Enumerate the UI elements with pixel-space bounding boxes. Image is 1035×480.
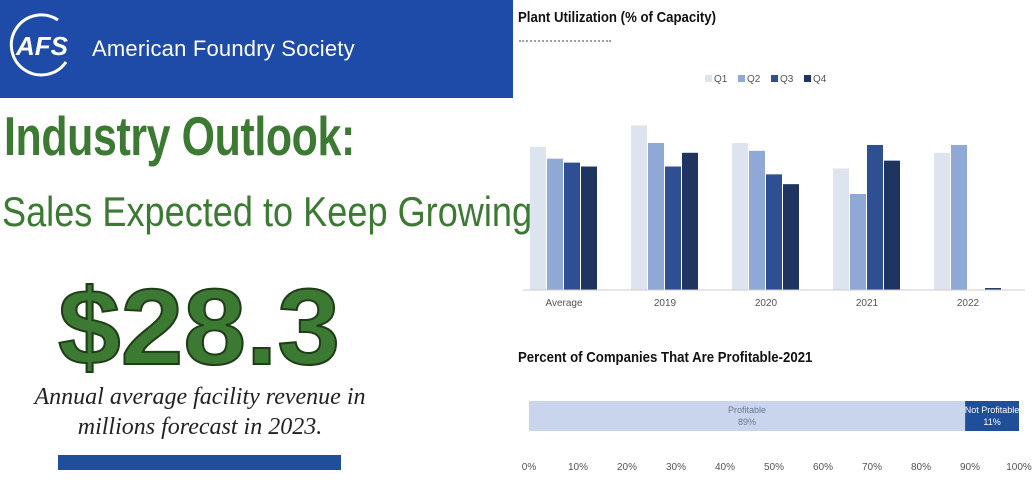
bar-2022-q1 [934,152,950,290]
org-name: American Foundry Society [92,36,355,61]
legend-label-q3: Q3 [780,74,794,85]
revenue-caption: Annual average facility revenue in milli… [0,382,400,442]
utilization-legend: Q1 Q2 Q3 Q4 [705,74,827,85]
revenue-caption-line2: millions forecast in 2023. [77,414,323,440]
logo-text: AFS [15,31,69,61]
profit-chart-title: Percent of Companies That Are Profitable… [518,349,813,366]
x-label-2022: 2022 [957,298,980,309]
bar-average-q3 [564,162,580,290]
bar-2021-q4 [884,160,900,290]
bar-2019-q1 [631,125,647,290]
bar-2019-q3 [665,166,681,290]
segment-profitable [529,401,966,431]
revenue-value-text: $28.3 [58,266,340,384]
afs-logo-icon: AFS [9,13,69,77]
utilization-x-labels: Average 2019 2020 2021 2022 [545,298,979,309]
profit-bars: Profitable 89% Not Profitable 11% [529,401,1019,431]
tick-60: 60% [813,462,833,473]
tick-50: 50% [764,462,784,473]
utilization-bars [530,125,1001,290]
tick-40: 40% [715,462,735,473]
afs-banner: AFS American Foundry Society [0,0,513,98]
bar-2021-q3 [867,144,883,290]
legend-swatch-q3 [771,75,778,82]
utilization-chart: Q1 Q2 Q3 Q4 Average 2019 2020 2021 2022 [523,74,1025,309]
x-label-average: Average [545,298,583,309]
bar-2020-q4 [783,184,799,290]
bar-2019-q2 [648,143,664,290]
bar-2019-q4 [682,152,698,290]
bar-2021-q2 [850,193,866,290]
tick-10: 10% [568,462,588,473]
tick-0: 0% [522,462,537,473]
tick-30: 30% [666,462,686,473]
headline: Industry Outlook: [4,105,355,167]
bar-average-q4 [581,166,597,290]
bar-2022-q2 [951,144,967,290]
revenue-caption-line1: Annual average facility revenue in [34,384,366,410]
tick-100: 100% [1006,462,1032,473]
x-label-2020: 2020 [755,298,778,309]
segment-name-not-profitable: Not Profitable [965,405,1020,415]
bar-average-q2 [547,158,563,290]
tick-20: 20% [617,462,637,473]
profit-x-ticks: 0% 10% 20% 30% 40% 50% 60% 70% 80% 90% 100% [522,462,1032,473]
x-label-2021: 2021 [856,298,879,309]
bar-2020-q1 [732,143,748,290]
bar-2020-q3 [766,174,782,290]
x-label-2019: 2019 [654,298,677,309]
utilization-chart-title: Plant Utilization (% of Capacity) [518,9,717,26]
legend-swatch-q2 [738,75,745,82]
profit-chart: Profitable 89% Not Profitable 11% 0% 10% 20% 3… [522,401,1032,473]
tick-70: 70% [862,462,882,473]
tick-80: 80% [911,462,931,473]
caption-underline-bar [58,455,341,470]
bar-2021-q1 [833,168,849,290]
legend-label-q1: Q1 [714,74,728,85]
tick-90: 90% [960,462,980,473]
legend-swatch-q4 [804,75,811,82]
segment-not-profitable [965,401,1019,431]
segment-value-not-profitable: 11% [983,417,1000,427]
subheadline: Sales Expected to Keep Growing [2,188,533,235]
legend-label-q2: Q2 [747,74,761,85]
bar-2022-q4 [985,288,1001,290]
revenue-value: $28.3 [58,265,341,384]
segment-value-profitable: 89% [738,417,756,427]
segment-name-profitable: Profitable [728,405,766,415]
legend-label-q4: Q4 [813,74,827,85]
faint-subtitle-line [519,40,611,46]
legend-swatch-q1 [705,75,712,82]
bar-average-q1 [530,146,546,290]
bar-2020-q2 [749,150,765,290]
